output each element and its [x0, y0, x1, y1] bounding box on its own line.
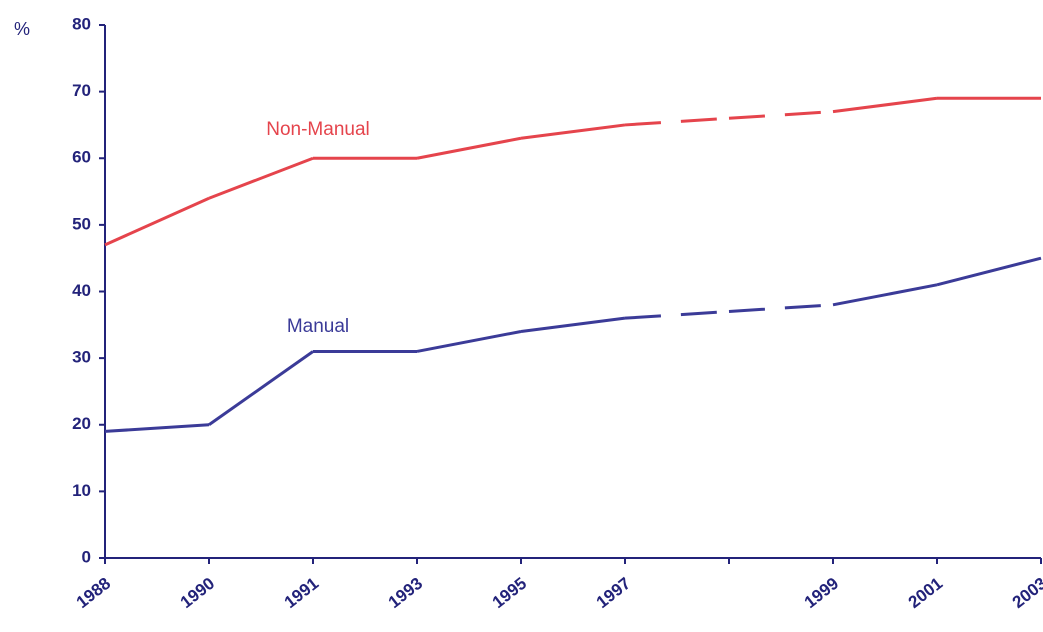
line-segment	[208, 156, 314, 200]
line-segment	[104, 196, 210, 247]
line-segment	[416, 136, 522, 160]
line-segment	[520, 316, 626, 333]
line-segment	[416, 330, 522, 353]
x-tick-label: 1988	[73, 574, 115, 612]
x-tick-label: 1999	[801, 574, 843, 612]
x-tick-label: 1995	[489, 574, 531, 612]
y-tick-label: 70	[72, 81, 91, 100]
y-tick-label: 0	[82, 547, 91, 566]
x-tick-label: 1991	[281, 574, 323, 612]
y-tick-label: 20	[72, 414, 91, 433]
line-segment	[728, 110, 834, 120]
y-tick-label: 10	[72, 481, 91, 500]
line-segment	[832, 96, 938, 114]
y-tick-label: 40	[72, 281, 91, 300]
y-tick-label: 80	[72, 14, 91, 33]
y-tick-label: 60	[72, 148, 91, 167]
x-tick-label: 2003	[1009, 574, 1043, 612]
x-tick-label: 1993	[385, 574, 427, 612]
line-segment	[936, 256, 1042, 287]
x-tick-label: 2001	[905, 574, 947, 612]
y-tick-label: 50	[72, 214, 91, 233]
line-segment	[624, 309, 730, 320]
line-segment	[624, 116, 730, 127]
series-label: Non-Manual	[266, 119, 370, 140]
y-tick-label: 30	[72, 348, 91, 367]
line-segment	[104, 423, 210, 433]
x-tick-label: 1990	[177, 574, 219, 612]
y-unit: %	[14, 19, 30, 39]
line-segment	[832, 283, 938, 307]
series-label: Manual	[287, 316, 349, 337]
line-segment	[728, 303, 834, 313]
x-tick-label: 1997	[593, 574, 635, 612]
line-segment	[520, 123, 626, 140]
line-segment	[208, 350, 314, 426]
